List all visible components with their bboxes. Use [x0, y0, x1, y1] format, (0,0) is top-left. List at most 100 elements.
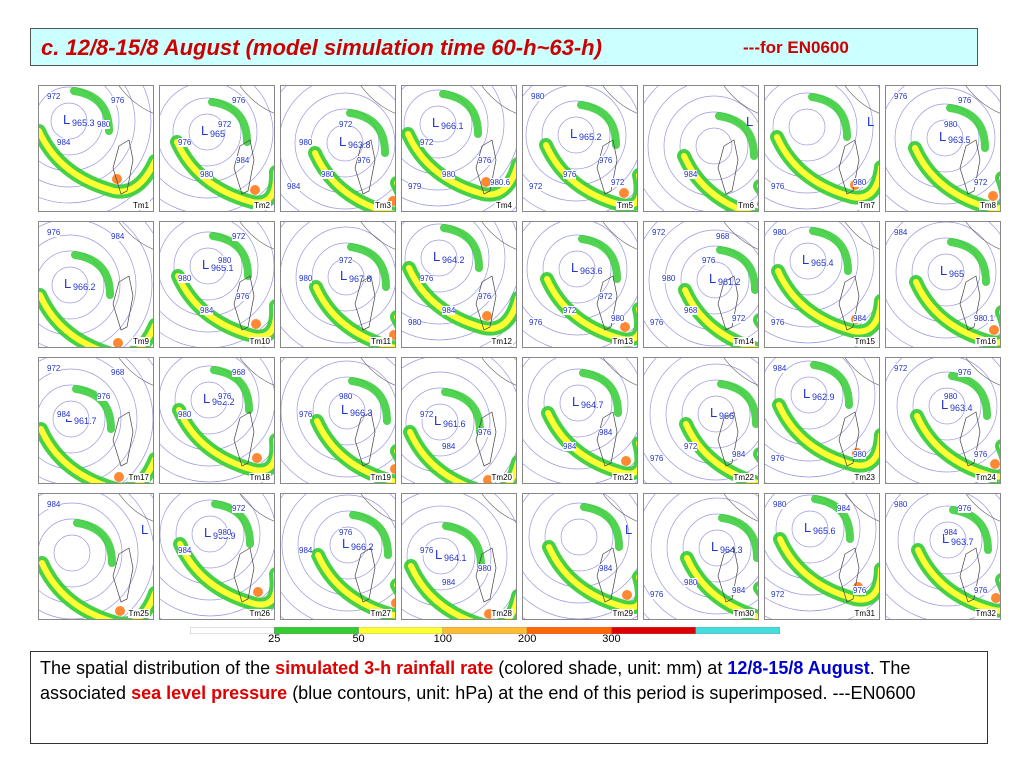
low-pressure-value: 965.4 — [811, 258, 834, 268]
member-label: Tm2 — [253, 201, 271, 210]
low-pressure-value: 964.1 — [444, 553, 467, 563]
colorbar-segment — [274, 627, 359, 634]
contour-label: 980 — [218, 256, 232, 265]
low-pressure-value: 966 — [719, 411, 735, 421]
member-label: Tm23 — [853, 473, 876, 482]
low-pressure-value: 965.2 — [579, 132, 602, 142]
member-label: Tm16 — [974, 337, 997, 346]
contour-label: 972 — [732, 314, 746, 323]
member-label: Tm26 — [248, 609, 271, 618]
rainfall-map — [39, 494, 153, 619]
rainfall-map — [160, 86, 274, 211]
contour-label: 980 — [321, 170, 335, 179]
contour-label: 984 — [299, 546, 313, 555]
rainfall-map — [765, 86, 879, 211]
contour-label: 984 — [442, 442, 456, 451]
caption-text-3: . The associated — [40, 658, 911, 703]
colorbar-segment — [190, 627, 275, 634]
map-panel-15: L 965.4 976 984 980 Tm15 — [764, 221, 880, 348]
rainfall-map — [523, 86, 637, 211]
contour-label: 972 — [232, 232, 246, 241]
low-pressure-marker: L — [941, 397, 949, 412]
contour-label: 972 — [420, 138, 434, 147]
contour-label: 976 — [771, 454, 785, 463]
contour-label: 984 — [732, 450, 746, 459]
contour-label: 976 — [650, 454, 664, 463]
contour-label: 972 — [611, 178, 625, 187]
contour-label: 976 — [958, 96, 972, 105]
map-panel-9: L 966.2 976 984 Tm9 — [38, 221, 154, 348]
low-pressure-marker: L — [942, 531, 950, 546]
rainfall-map — [886, 86, 1000, 211]
contour-label: 984 — [732, 586, 746, 595]
map-panel-5: L 965.2 976 976 972 972 980 Tm5 — [522, 85, 638, 212]
low-pressure-value: 961.2 — [718, 277, 741, 287]
low-pressure-value: 963.5 — [948, 135, 971, 145]
contour-label: 984 — [894, 228, 908, 237]
contour-label: 980 — [944, 392, 958, 401]
contour-label: 979 — [408, 182, 422, 191]
caption-highlight-pressure: sea level pressure — [131, 683, 288, 703]
map-panel-32: L 963.7 976 980 976 984 Tm32 — [885, 493, 1001, 620]
rainfall-map — [39, 222, 153, 347]
low-pressure-value: 966.1 — [441, 121, 464, 131]
contour-label: 972 — [232, 504, 246, 513]
contour-label: 984 — [773, 364, 787, 373]
contour-label: 976 — [974, 450, 988, 459]
contour-label: 972 — [420, 410, 434, 419]
low-pressure-value: 962.9 — [812, 392, 835, 402]
member-label: Tm19 — [369, 473, 392, 482]
member-label: Tm13 — [611, 337, 634, 346]
contour-label: 980.6 — [490, 178, 511, 187]
low-pressure-value: 966.3 — [350, 408, 373, 418]
caption-text-1: The spatial distribution of the — [40, 658, 276, 678]
contour-label: 976 — [650, 590, 664, 599]
map-panel-29: L 984 Tm29 — [522, 493, 638, 620]
contour-label: 980 — [218, 528, 232, 537]
caption-highlight-date: 12/8-15/8 August — [727, 658, 870, 678]
low-pressure-marker: L — [202, 257, 210, 272]
rainfall-map — [281, 222, 395, 347]
low-pressure-marker: L — [434, 413, 442, 428]
map-panel-11: L 967.8 972 980 Tm11 — [280, 221, 396, 348]
contour-label: 976 — [232, 96, 246, 105]
member-label: Tm29 — [611, 609, 634, 618]
contour-label: 976 — [420, 546, 434, 555]
low-pressure-marker: L — [201, 123, 209, 138]
low-pressure-marker: L — [709, 271, 717, 286]
rainfall-map — [765, 494, 879, 619]
colorbar-tick-label: 100 — [433, 633, 453, 645]
contour-label: 972 — [974, 178, 988, 187]
ensemble-panel-grid: L 965.3 972 976 980 984 Tm1 L 965 976 972 976 984 980… — [38, 85, 1001, 621]
low-pressure-marker: L — [342, 536, 350, 551]
member-label: Tm14 — [732, 337, 755, 346]
member-label: Tm20 — [490, 473, 513, 482]
contour-label: 976 — [894, 92, 908, 101]
contour-label: 984 — [853, 314, 867, 323]
contour-label: 976 — [299, 410, 313, 419]
rainfall-map — [644, 358, 758, 483]
low-pressure-marker: L — [433, 249, 441, 264]
contour-label: 984 — [684, 170, 698, 179]
rainfall-map — [281, 494, 395, 619]
contour-label: 980 — [944, 120, 958, 129]
map-panel-21: L 964.7 984 984 Tm21 — [522, 357, 638, 484]
contour-label: 984 — [178, 546, 192, 555]
rainfall-map — [765, 358, 879, 483]
map-panel-4: L 966.1 972 976 980 979 980.6 Tm4 — [401, 85, 517, 212]
contour-label: 980 — [611, 314, 625, 323]
map-panel-7: L 976 980 Tm7 — [764, 85, 880, 212]
rainfall-map — [281, 358, 395, 483]
contour-label: 968 — [111, 368, 125, 377]
contour-label: 984 — [287, 182, 301, 191]
contour-label: 984 — [599, 564, 613, 573]
rainfall-map — [402, 86, 516, 211]
map-panel-12: L 964.2 976 976 984 980 Tm12 — [401, 221, 517, 348]
member-label: Tm18 — [248, 473, 271, 482]
contour-label: 972 — [771, 590, 785, 599]
member-label: Tm1 — [132, 201, 150, 210]
contour-label: 980 — [178, 410, 192, 419]
low-pressure-value: 963.7 — [951, 537, 974, 547]
contour-label: 980 — [478, 564, 492, 573]
